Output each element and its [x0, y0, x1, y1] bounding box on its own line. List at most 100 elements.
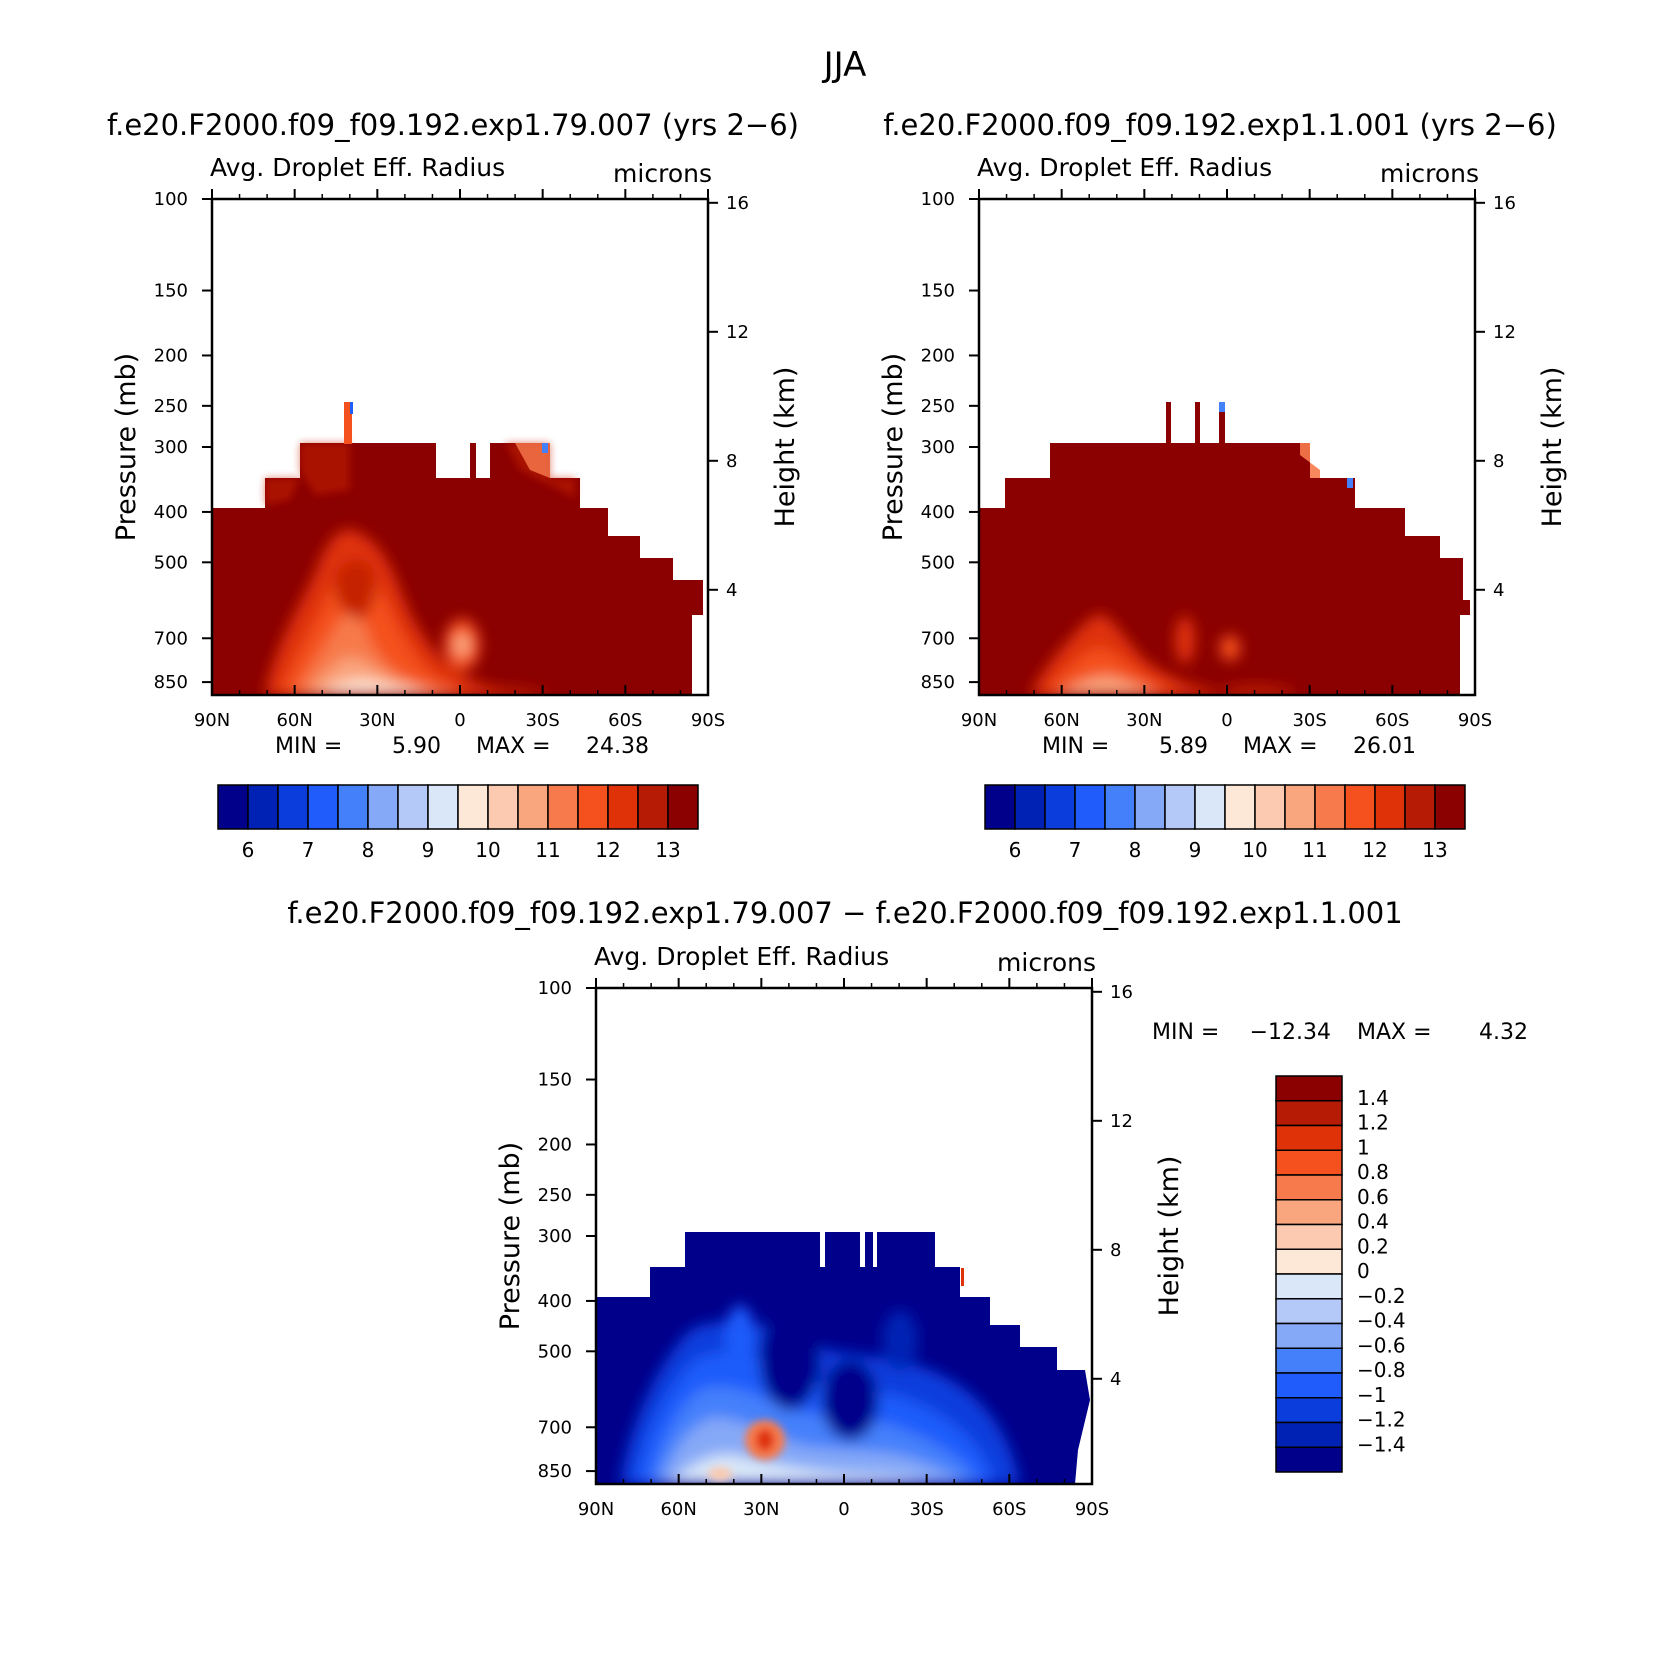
- panel1-ytick-label: 500: [154, 552, 188, 573]
- panel1-xtick-label: 60N: [276, 710, 312, 731]
- panel1-colorbar-box: [337, 784, 369, 830]
- panel1-colorbar-box: [247, 784, 279, 830]
- panel1-ytick-label: 400: [154, 502, 188, 523]
- panel3-ytick-label: 700: [538, 1417, 572, 1438]
- panel1-units-label: microns: [613, 159, 712, 188]
- panel1-spike: [344, 402, 352, 444]
- panel1-edge-blue: [542, 443, 548, 453]
- panel3-colorbar-box: [1275, 1421, 1343, 1448]
- panel3-xtick-label: 90S: [1075, 1499, 1109, 1520]
- panel2-colorbar-box: [1344, 784, 1376, 830]
- panel2-colorbar-box: [1284, 784, 1316, 830]
- panel1-axes: [202, 189, 718, 830]
- panel2-plot-field: [979, 402, 1470, 695]
- panel3-colorbar-box: [1275, 1149, 1343, 1176]
- panel2-colorbar-box: [1254, 784, 1286, 830]
- panel2-max-label: MAX =: [1243, 734, 1318, 759]
- panel3-ytick-label: 500: [538, 1341, 572, 1362]
- panel3-xtick-label: 60N: [660, 1499, 696, 1520]
- panel2-ytick-label: 300: [921, 437, 955, 458]
- panel2-ytick-label: 200: [921, 345, 955, 366]
- panel1-ylabel: Pressure (mb): [111, 353, 142, 541]
- panel1-ytick-label: 100: [154, 189, 188, 210]
- panel3-min-label: MIN =: [1152, 1020, 1219, 1045]
- panel2-xtick-label: 60N: [1043, 710, 1079, 731]
- panel1-rtick-label: 4: [726, 580, 737, 601]
- panel3-axes: [586, 978, 1343, 1486]
- axes-layer: 90N 60N 30N 0 30S 60S 90S100150200250300400500…: [111, 189, 1568, 1520]
- panel1-colorbar-box: [367, 784, 399, 830]
- panel2-colorbar-box: [1134, 784, 1166, 830]
- panel2-colorbar-label: 9: [1189, 838, 1202, 862]
- panel2-spike-a: [1166, 402, 1171, 444]
- panel1-ytick-label: 150: [154, 281, 188, 302]
- panel1-xtick-label: 30S: [525, 710, 559, 731]
- panel1-gap-a: [436, 443, 440, 478]
- panel1-colorbar-box: [457, 784, 489, 830]
- panel2-ylabel: Pressure (mb): [878, 353, 909, 541]
- panel2-ytick-label: 700: [921, 628, 955, 649]
- panel3-colorbar-label: −0.6: [1357, 1333, 1406, 1357]
- panel2-edge-shade: [1300, 443, 1320, 478]
- panel3-rtick-label: 12: [1110, 1111, 1133, 1132]
- panel1-colorbar-box: [397, 784, 429, 830]
- panel1-min-value: 5.90: [392, 734, 441, 759]
- panel3-colorbar-box: [1275, 1273, 1343, 1300]
- panel1-xtick-label: 30N: [359, 710, 395, 731]
- panel2-colorbar-box: [1194, 784, 1226, 830]
- panel2-spike-b: [1195, 402, 1200, 444]
- panel2-lowlevel-contours: [1030, 614, 1300, 695]
- panel2-colorbar-box: [1434, 784, 1466, 830]
- panel2-rtick-label: 4: [1493, 580, 1504, 601]
- panel2-spike-blue: [1219, 402, 1225, 412]
- panel3-colorbar-box: [1275, 1075, 1343, 1102]
- panel1-colorbar-label: 9: [422, 838, 435, 862]
- panel3-field-label: Avg. Droplet Eff. Radius: [594, 942, 889, 971]
- panel3-ytick-label: 150: [538, 1070, 572, 1091]
- panel3-min-value: −12.34: [1250, 1020, 1331, 1045]
- panel3-colorbar-label: 1: [1357, 1135, 1370, 1159]
- panel3-colorbar-label: 1.4: [1357, 1086, 1389, 1110]
- panel1-colorbar-label: 11: [535, 838, 560, 862]
- panel1-colorbar-box: [277, 784, 309, 830]
- panel2-xtick-label: 90N: [961, 710, 997, 731]
- panel3-ytick-label: 200: [538, 1134, 572, 1155]
- panel3-colorbar-box: [1275, 1223, 1343, 1250]
- panel1-colorbar-box: [667, 784, 699, 830]
- panel1-colorbar-box: [637, 784, 669, 830]
- panel3-ytick-label: 100: [538, 978, 572, 999]
- panel3-xtick-label: 0: [838, 1499, 849, 1520]
- panel3-negative-contours: [620, 1305, 1020, 1484]
- panel1-ylabel-right: Height (km): [770, 367, 801, 528]
- panel1-ytick-label: 850: [154, 672, 188, 693]
- panel2-rtick-label: 16: [1493, 193, 1516, 214]
- panel2-field-label: Avg. Droplet Eff. Radius: [977, 153, 1272, 182]
- panel-1: Avg. Droplet Eff. Radius microns: [210, 153, 712, 695]
- panel2-colorbar-label: 12: [1362, 838, 1387, 862]
- panel1-ytick-label: 250: [154, 396, 188, 417]
- panel1-colorbar-box: [217, 784, 249, 830]
- panel3-xtick-label: 30N: [743, 1499, 779, 1520]
- panel1-colorbar-box: [607, 784, 639, 830]
- panel2-colorbar-box: [984, 784, 1016, 830]
- panel2-colorbar-box: [1314, 784, 1346, 830]
- panel2-colorbar-box: [1104, 784, 1136, 830]
- panel1-lowlevel-contours: [265, 529, 560, 695]
- panel2-min-label: MIN =: [1042, 734, 1109, 759]
- panel3-ytick-label: 300: [538, 1226, 572, 1247]
- panel3-colorbar-box: [1275, 1298, 1343, 1325]
- panel-3: Avg. Droplet Eff. Radius microns: [594, 942, 1096, 1484]
- panel3-colorbar-label: −1.4: [1357, 1432, 1406, 1456]
- panel2-colorbar-label: 11: [1302, 838, 1327, 862]
- panel3-rtick-label: 16: [1110, 982, 1133, 1003]
- panel1-colorbar-label: 7: [302, 838, 315, 862]
- panel2-colorbar-box: [1374, 784, 1406, 830]
- panel1-colorbar-box: [517, 784, 549, 830]
- panel2-colorbar-label: 6: [1009, 838, 1022, 862]
- panel1-rtick-label: 8: [726, 451, 737, 472]
- panel3-colorbar-box: [1275, 1347, 1343, 1374]
- panel2-xtick-label: 90S: [1458, 710, 1492, 731]
- panel2-spike-c: [1219, 402, 1225, 444]
- panel1-xtick-label: 90S: [691, 710, 725, 731]
